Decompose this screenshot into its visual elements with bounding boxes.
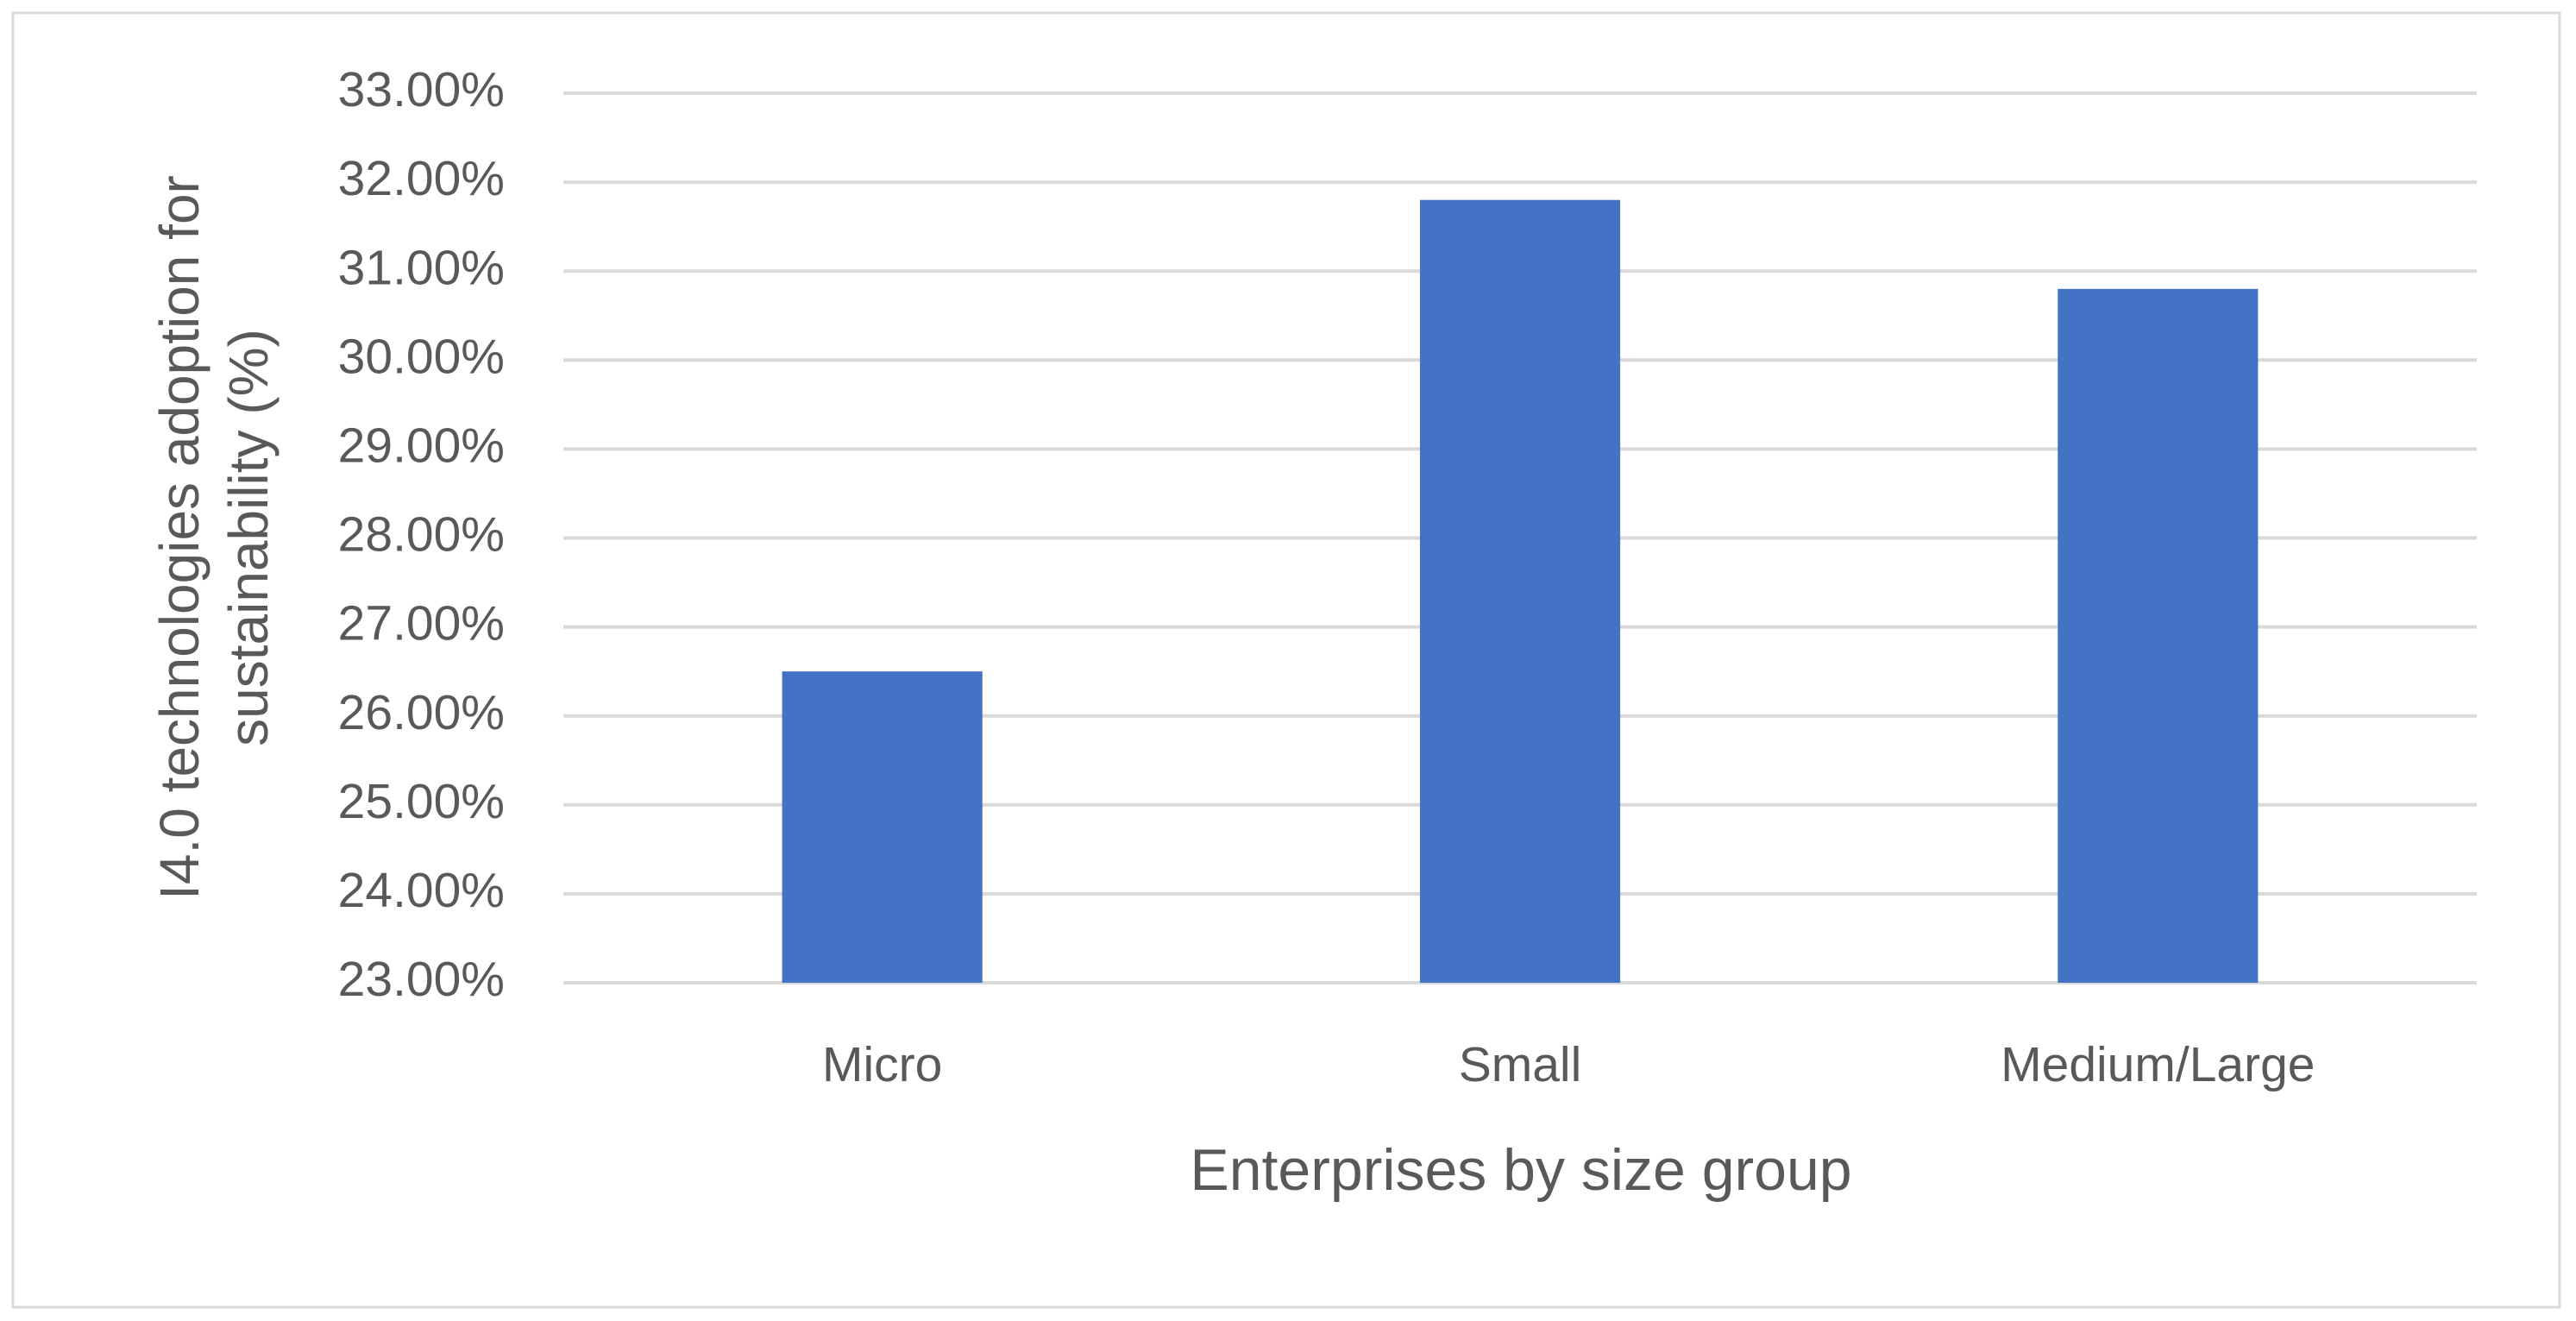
y-tick-label: 26.00% — [338, 685, 505, 740]
y-tick-label: 23.00% — [338, 952, 505, 1007]
chart-border — [11, 11, 2561, 1309]
y-tick-label: 27.00% — [338, 596, 505, 651]
x-axis-title: Enterprises by size group — [1190, 1137, 1851, 1203]
x-tick-label: Medium/Large — [2001, 1037, 2315, 1092]
bar — [2058, 288, 2259, 983]
y-tick-label: 30.00% — [338, 329, 505, 384]
y-axis-title: I4.0 technologies adoption for sustainab… — [148, 175, 280, 900]
y-tick-label: 31.00% — [338, 240, 505, 295]
y-tick-label: 28.00% — [338, 507, 505, 563]
x-tick-label: Micro — [822, 1037, 942, 1092]
y-tick-label: 32.00% — [338, 151, 505, 206]
x-tick-label: Small — [1459, 1037, 1582, 1092]
bar — [1419, 199, 1621, 984]
bar — [782, 671, 983, 983]
y-tick-label: 25.00% — [338, 774, 505, 829]
y-tick-label: 24.00% — [338, 863, 505, 918]
y-tick-label: 33.00% — [338, 62, 505, 117]
y-tick-label: 29.00% — [338, 418, 505, 473]
